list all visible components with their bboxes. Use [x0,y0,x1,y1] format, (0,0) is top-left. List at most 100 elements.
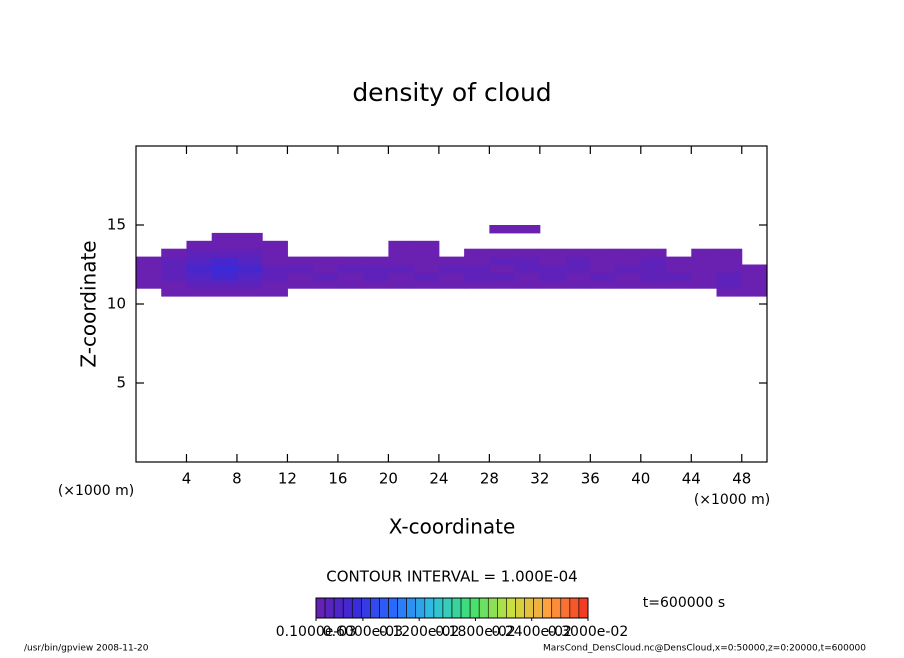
colorbar-swatch [324,597,335,619]
cell [489,264,516,273]
cell [741,272,768,281]
cell [413,256,440,265]
cell [262,272,288,281]
colorbar-swatch [560,597,571,619]
colorbar-swatch [524,597,534,619]
cell [464,264,490,273]
x-tick-label: 48 [732,470,751,488]
cell [236,272,263,281]
x-tick-label: 12 [278,470,297,488]
cell [489,248,516,258]
x-tick-label: 28 [480,470,499,488]
x-axis-label: X-coordinate [389,515,516,539]
cell [211,256,238,265]
cell [691,272,718,281]
cell [413,248,440,258]
cell [211,264,238,273]
cell [539,256,566,265]
cell [136,272,162,281]
cell [716,272,743,281]
cell [539,280,566,289]
cell [136,280,162,289]
colorbar-swatch [342,597,353,619]
cell [438,280,465,289]
cell [262,248,288,258]
cell [640,256,667,265]
cell [312,280,339,289]
cell [741,264,768,273]
x-tick-label: 44 [682,470,701,488]
cell [539,264,566,273]
colorbar-swatch [569,597,580,619]
colorbar-frame [315,597,589,619]
cell [388,280,415,289]
cell [236,288,263,297]
colorbar-swatch [415,597,426,619]
colorbar-swatch [497,597,507,619]
colorbar-swatch [406,597,417,619]
colorbar-swatch [542,597,553,619]
colorbar-label: 0.1200e-02 [379,624,459,640]
contour-interval: CONTOUR INTERVAL = 1.000E-04 [326,568,577,586]
cell [489,272,516,281]
cell [716,264,743,273]
x-unit: (×1000 m) [58,483,134,499]
cell [287,256,314,265]
cell [489,256,516,265]
plot-frame [135,145,768,463]
cell [590,280,617,289]
colorbar-swatch [578,597,589,619]
cell [211,232,238,242]
x-tick-label: 40 [631,470,650,488]
cell [388,272,415,281]
cell [666,256,692,265]
cell [615,280,642,289]
cell [716,256,743,265]
colorbar-swatch [478,597,489,619]
colorbar-swatch [442,597,453,619]
cell [514,256,541,265]
cell [211,240,238,250]
cell [211,288,238,297]
cell [337,280,364,289]
colorbar-swatch [397,597,407,619]
cell [489,280,516,289]
cell [211,280,238,289]
cell [186,264,213,273]
cell [186,288,213,297]
cell [464,248,490,258]
y-tick-label: 10 [107,295,126,313]
cell [716,280,743,289]
colorbar-swatch [533,597,543,619]
colorbar-swatch [388,597,398,619]
cell [565,248,591,258]
cell [388,256,415,265]
cell [438,272,465,281]
cell [262,288,288,297]
cell [741,280,768,289]
cell [363,272,389,281]
cell [741,288,768,297]
cell [539,248,566,258]
cell [186,280,213,289]
cell [514,272,541,281]
colorbar-label: 0.2400e-02 [491,624,571,640]
cell [640,248,667,258]
cell [312,256,339,265]
cell [539,272,566,281]
cell [388,248,415,258]
colorbar-label: 0.1000e-03 [276,624,356,640]
time-label: t=600000 s [643,595,725,611]
colorbar-swatch [451,597,462,619]
cell [413,272,440,281]
colorbar-swatch [424,597,435,619]
y-axis-label: Z-coordinate [77,240,101,367]
cell [337,272,364,281]
cell [691,256,718,265]
x-tick-label: 4 [182,470,192,488]
cell [287,264,314,273]
colorbar-swatch [487,597,498,619]
colorbar-swatch [433,597,444,619]
cell [136,264,162,273]
